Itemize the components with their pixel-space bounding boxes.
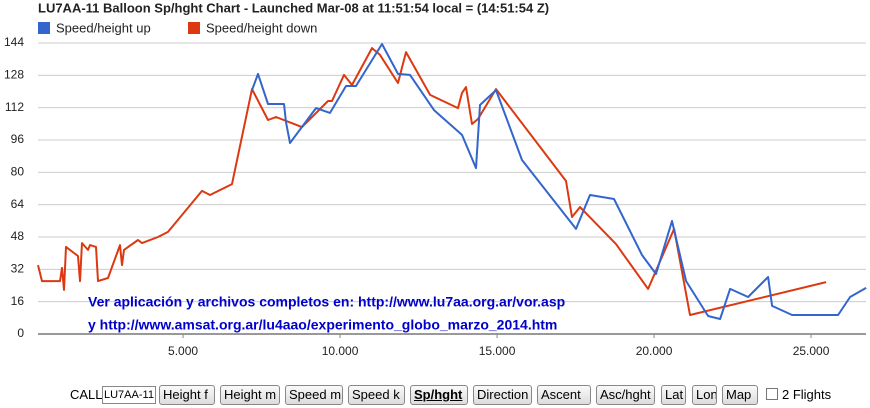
checkbox[interactable] — [766, 388, 778, 400]
y-tick-label: 80 — [11, 165, 25, 179]
call-label: CALL — [70, 387, 103, 402]
button[interactable]: Lat — [661, 385, 686, 405]
call-input[interactable]: LU7AA-11 — [102, 386, 156, 404]
button[interactable]: Map — [722, 385, 758, 405]
x-tick-label: 5.000 — [168, 344, 198, 358]
y-tick-label: 0 — [17, 326, 24, 340]
button[interactable]: Sp/hght — [410, 385, 468, 405]
chart: LU7AA-11 Balloon Sp/hght Chart - Launche… — [4, 0, 867, 358]
checkbox-label: 2 Flights — [782, 387, 832, 402]
button[interactable]: Direction — [473, 385, 532, 405]
annotation: y http://www.amsat.org.ar/lu4aao/experim… — [88, 317, 557, 333]
button[interactable]: Height m — [220, 385, 280, 405]
button[interactable]: Speed k — [348, 385, 405, 405]
y-tick-label: 96 — [11, 132, 25, 146]
x-tick-label: 25.000 — [793, 344, 830, 358]
y-tick-label: 16 — [11, 294, 25, 308]
legend-label: Speed/height up — [56, 20, 151, 35]
button[interactable]: Asc/hght — [596, 385, 655, 405]
x-tick-label: 10.000 — [322, 344, 359, 358]
y-tick-label: 144 — [4, 35, 24, 49]
y-tick-label: 64 — [11, 197, 25, 211]
data-line — [37, 47, 827, 316]
y-tick-label: 112 — [5, 100, 24, 114]
y-tick-label: 32 — [11, 262, 25, 276]
legend-swatch — [38, 22, 50, 34]
button[interactable]: Lon — [692, 385, 717, 405]
legend-label: Speed/height down — [206, 20, 317, 35]
button[interactable]: Speed m — [285, 385, 343, 405]
x-tick-label: 20.000 — [636, 344, 673, 358]
x-tick-label: 15.000 — [479, 344, 516, 358]
legend-swatch — [188, 22, 200, 34]
annotation: Ver aplicación y archivos completos en: … — [88, 294, 565, 310]
y-tick-label: 48 — [11, 229, 25, 243]
y-tick-label: 128 — [4, 68, 24, 82]
button[interactable]: Height f — [159, 385, 215, 405]
button[interactable]: Ascent — [537, 385, 591, 405]
data-line — [251, 43, 867, 320]
chart-title: LU7AA-11 Balloon Sp/hght Chart - Launche… — [38, 0, 549, 15]
